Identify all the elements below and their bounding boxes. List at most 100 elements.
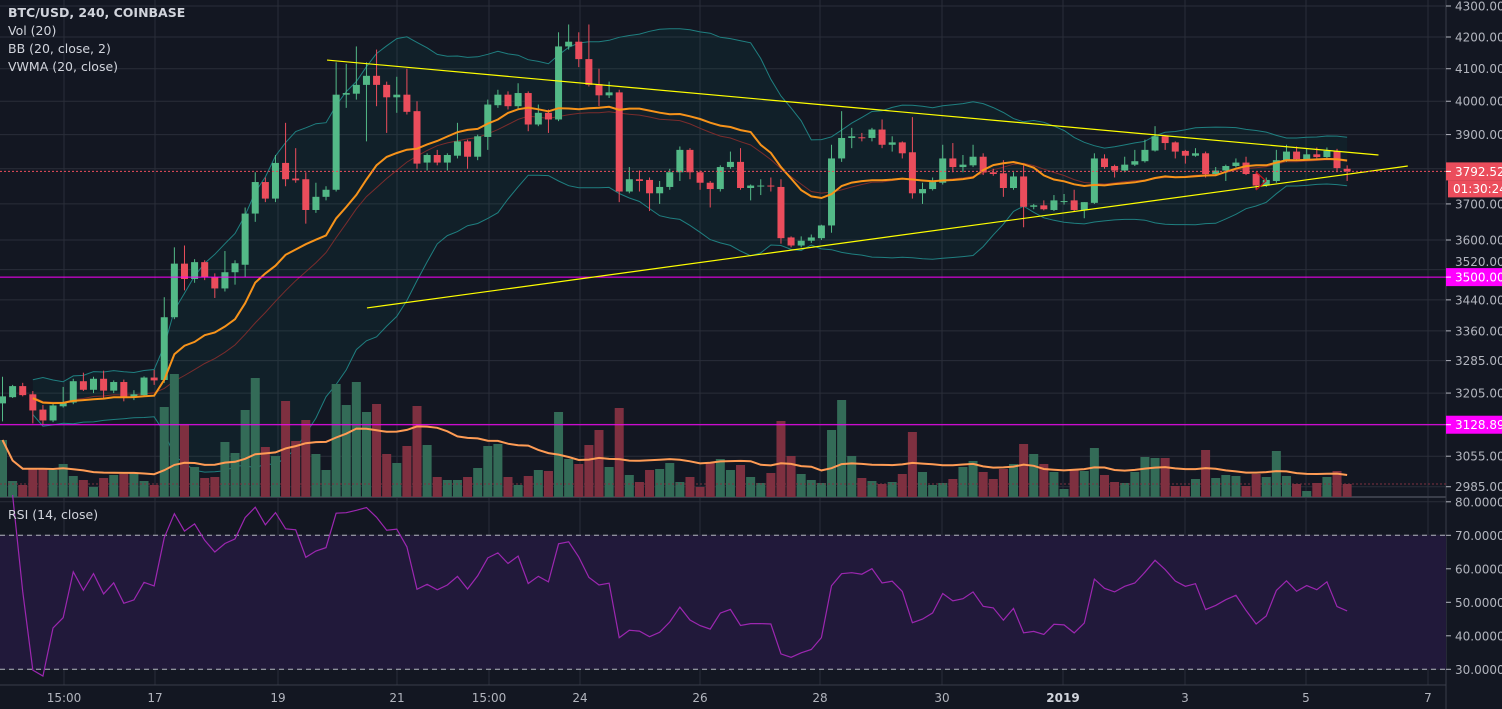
time-tick-label: 19 bbox=[270, 691, 285, 705]
price-tick-label: 3700.00 bbox=[1455, 197, 1502, 211]
volume-bar bbox=[564, 459, 574, 497]
candle-body bbox=[413, 111, 421, 164]
candle-body bbox=[888, 142, 896, 145]
candle-body bbox=[1030, 205, 1038, 207]
candle-body bbox=[1313, 154, 1321, 158]
symbol-title[interactable]: BTC/USD, 240, COINBASE bbox=[8, 5, 186, 20]
volume-bar bbox=[827, 430, 837, 497]
volume-bar bbox=[1089, 448, 1099, 497]
volume-bar bbox=[847, 456, 857, 497]
volume-bar bbox=[685, 477, 695, 497]
volume-bar bbox=[291, 441, 301, 497]
volume-bar bbox=[483, 446, 493, 497]
candle-body bbox=[848, 136, 856, 138]
volume-bar bbox=[452, 480, 462, 497]
volume-bar bbox=[675, 482, 685, 497]
candle-body bbox=[898, 142, 906, 154]
volume-bar bbox=[1261, 477, 1271, 497]
time-tick-label: 30 bbox=[934, 691, 949, 705]
volume-bar bbox=[918, 472, 928, 497]
volume-bar bbox=[756, 483, 766, 497]
candle-body bbox=[1151, 136, 1159, 151]
volume-bar bbox=[1211, 478, 1221, 497]
price-tick-label: 3600.00 bbox=[1455, 234, 1502, 248]
overlays bbox=[0, 59, 1446, 426]
candle-body bbox=[878, 129, 886, 145]
volume-bar bbox=[513, 485, 523, 497]
candle-body bbox=[1343, 168, 1351, 172]
volume-bar bbox=[240, 410, 250, 497]
legend-bollinger[interactable]: BB (20, close, 2) bbox=[8, 41, 111, 56]
arrow-drawing[interactable] bbox=[1255, 171, 1267, 191]
candle-body bbox=[524, 93, 532, 125]
volume-bar bbox=[816, 483, 826, 497]
volume-bar bbox=[321, 470, 331, 497]
candle-body bbox=[1222, 166, 1230, 171]
volume-bar bbox=[806, 480, 816, 497]
time-tick-label: 15:00 bbox=[47, 691, 82, 705]
bollinger-bands bbox=[32, 28, 1348, 473]
candle-body bbox=[292, 178, 300, 181]
candle-body bbox=[1282, 151, 1290, 161]
volume-bar bbox=[665, 463, 675, 497]
volume-bar bbox=[1302, 491, 1312, 497]
countdown-box bbox=[1448, 180, 1502, 198]
candle-body bbox=[19, 386, 27, 396]
candle-body bbox=[1070, 200, 1078, 210]
candle-body bbox=[959, 164, 967, 168]
volume-bar bbox=[695, 487, 705, 497]
candle-body bbox=[49, 405, 57, 421]
price-tick-label: 4200.00 bbox=[1455, 30, 1502, 44]
rsi-tick-label: 60.0000 bbox=[1455, 562, 1502, 576]
candle-body bbox=[868, 129, 876, 138]
trendline bbox=[326, 59, 1379, 156]
time-tick-label: 17 bbox=[147, 691, 162, 705]
legend-volume[interactable]: Vol (20) bbox=[8, 23, 57, 38]
candle-body bbox=[59, 402, 67, 407]
rsi-tick-label: 70.0000 bbox=[1455, 529, 1502, 543]
candle-body bbox=[1010, 176, 1017, 189]
candle-body bbox=[231, 263, 239, 273]
candle-body bbox=[1020, 176, 1028, 207]
candle-body bbox=[1272, 160, 1280, 181]
candle-body bbox=[89, 378, 97, 390]
candle-body bbox=[534, 112, 542, 125]
volume-bar bbox=[463, 477, 473, 497]
volume-bar bbox=[796, 474, 806, 497]
volume-bar bbox=[1099, 475, 1109, 497]
last-price-label-box bbox=[1446, 162, 1502, 181]
volume-bar bbox=[867, 481, 877, 497]
candle-body bbox=[1212, 170, 1220, 175]
candle-body bbox=[919, 189, 927, 194]
candle-body bbox=[302, 179, 310, 210]
candle-body bbox=[777, 186, 785, 239]
volume-bar bbox=[1110, 482, 1120, 497]
volume-bar bbox=[1130, 472, 1140, 497]
time-tick-label: 24 bbox=[572, 691, 587, 705]
volume-bar bbox=[109, 475, 119, 497]
candle-body bbox=[494, 94, 502, 106]
volume-bar bbox=[655, 469, 665, 497]
volume-bar bbox=[473, 468, 483, 497]
volume-bar bbox=[594, 430, 604, 497]
candle-body bbox=[575, 41, 583, 60]
volume-bar bbox=[301, 420, 311, 497]
volume-bar bbox=[907, 432, 917, 497]
volume-bar bbox=[766, 473, 776, 497]
rsi-tick-label: 40.0000 bbox=[1455, 629, 1502, 643]
legend-vwma[interactable]: VWMA (20, close) bbox=[8, 59, 119, 74]
volume-bar bbox=[1140, 457, 1150, 497]
candle-body bbox=[1141, 149, 1149, 162]
volume-bar bbox=[928, 485, 938, 497]
candle-body bbox=[999, 173, 1007, 189]
rsi-legend[interactable]: RSI (14, close) bbox=[8, 506, 98, 524]
volume-bar bbox=[149, 485, 159, 497]
volume-bar bbox=[958, 467, 968, 497]
volume-bar bbox=[0, 440, 7, 497]
candle-body bbox=[929, 182, 937, 190]
candle-body bbox=[544, 112, 552, 120]
volume-bar bbox=[938, 483, 948, 497]
volume-bar bbox=[584, 445, 594, 497]
volume-bar bbox=[1312, 483, 1322, 497]
